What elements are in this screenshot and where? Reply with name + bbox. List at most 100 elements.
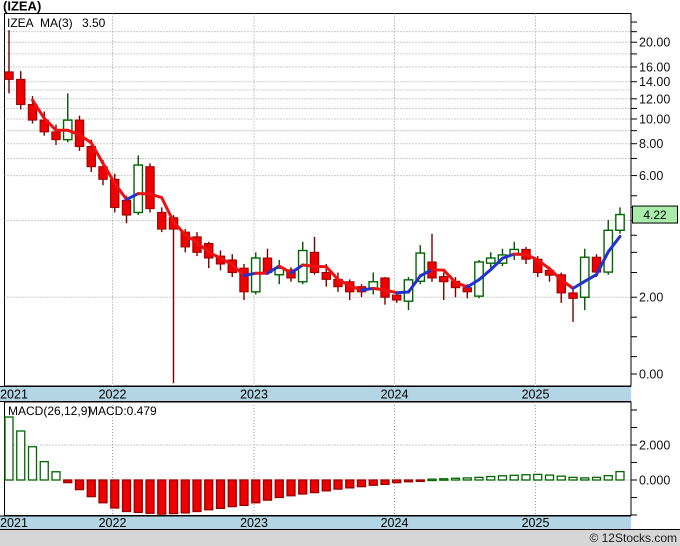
macd-bar bbox=[450, 477, 461, 481]
candle bbox=[615, 213, 625, 232]
candle bbox=[110, 178, 120, 208]
macd-bar bbox=[321, 479, 331, 492]
ma-segment bbox=[371, 286, 387, 292]
candle bbox=[51, 131, 61, 141]
ma-segment bbox=[277, 264, 293, 275]
year-labels-lower: 2021 2022 2023 2024 2025 bbox=[0, 516, 549, 530]
year-label: 2023 bbox=[240, 516, 268, 530]
page-title: (IZEA) bbox=[3, 0, 41, 14]
macd-bar bbox=[356, 479, 367, 488]
macd-bar bbox=[474, 476, 484, 481]
macd-bar bbox=[486, 475, 496, 481]
macd-param-label: MACD(26,12,9) bbox=[8, 404, 91, 418]
macd-bar bbox=[415, 479, 425, 483]
macd-bar bbox=[286, 479, 296, 497]
candle bbox=[239, 267, 249, 293]
macd-bar bbox=[462, 477, 472, 481]
ma-segment bbox=[336, 277, 352, 288]
ma-segment bbox=[383, 288, 399, 295]
last-price-badge-bg bbox=[632, 205, 678, 224]
ma-segment bbox=[42, 116, 58, 132]
ma-segment bbox=[559, 278, 575, 290]
moving-average-line bbox=[31, 98, 622, 295]
macd-bar bbox=[556, 475, 566, 481]
macd-bar bbox=[192, 479, 202, 513]
macd-bar bbox=[568, 476, 578, 481]
legend-ma-label: MA(3) bbox=[40, 16, 73, 30]
price-axis-label: 20.00 bbox=[639, 36, 670, 50]
year-band-lower-bg bbox=[0, 516, 631, 530]
ma-segment bbox=[348, 284, 363, 292]
macd-legend: MACD(26,12,9) MACD:0.479 bbox=[8, 404, 157, 418]
macd-bar bbox=[380, 479, 390, 486]
macd-bar bbox=[309, 479, 320, 494]
year-band-lower: 2021 2022 2023 2024 2025 bbox=[0, 515, 680, 530]
macd-bar bbox=[392, 479, 402, 484]
macd-value-label: MACD:0.479 bbox=[88, 404, 157, 418]
macd-bar bbox=[145, 479, 155, 514]
price-axis-label: 0.00 bbox=[639, 368, 663, 382]
candle bbox=[16, 78, 26, 105]
last-price-badge: 4.22 bbox=[632, 205, 678, 224]
ma-segment bbox=[125, 192, 140, 202]
macd-bar bbox=[227, 479, 237, 508]
macd-bar bbox=[533, 473, 543, 481]
macd-bar bbox=[439, 478, 449, 481]
macd-bar bbox=[497, 475, 508, 481]
candle bbox=[86, 146, 96, 168]
copyright-link[interactable]: © 12Stocks.com bbox=[589, 531, 677, 545]
macd-bar bbox=[180, 479, 190, 514]
macd-bar bbox=[51, 471, 61, 481]
candle bbox=[321, 272, 331, 280]
ma-segment bbox=[571, 279, 587, 290]
year-label: 2024 bbox=[381, 516, 409, 530]
macd-bar bbox=[427, 478, 437, 482]
year-label: 2022 bbox=[99, 516, 127, 530]
candle bbox=[568, 292, 578, 299]
price-axis-label: 14.00 bbox=[639, 75, 670, 89]
ma-segment bbox=[430, 268, 446, 272]
candle bbox=[579, 256, 590, 298]
ma-segment bbox=[301, 263, 316, 268]
ma-segment bbox=[395, 290, 410, 295]
macd-axis-label: 0.000 bbox=[639, 474, 670, 488]
ma-segment bbox=[524, 252, 540, 262]
ma-segment bbox=[160, 196, 175, 224]
ma-segment bbox=[289, 263, 305, 275]
ma-segment bbox=[465, 278, 481, 289]
candle bbox=[380, 277, 390, 298]
ma-segment bbox=[606, 234, 622, 254]
ma-segment bbox=[536, 258, 551, 271]
macd-bar bbox=[157, 479, 167, 515]
macd-axis: 2.000 0.000 bbox=[631, 409, 670, 516]
ma-segment bbox=[219, 256, 234, 267]
macd-bar bbox=[98, 479, 108, 504]
macd-bar bbox=[86, 479, 96, 498]
candle bbox=[485, 257, 496, 264]
candle bbox=[133, 164, 144, 214]
macd-bar bbox=[262, 479, 273, 501]
ma-segment bbox=[113, 181, 128, 202]
price-plot-border bbox=[4, 13, 632, 387]
macd-bar bbox=[580, 477, 590, 481]
macd-bar bbox=[521, 474, 531, 481]
year-label: 2025 bbox=[522, 516, 550, 530]
candle bbox=[439, 276, 449, 283]
last-price-badge-text: 4.22 bbox=[643, 208, 667, 222]
year-label: 2021 bbox=[0, 388, 28, 402]
candle bbox=[274, 267, 285, 276]
macd-bar bbox=[121, 479, 132, 513]
candle bbox=[392, 294, 402, 301]
footer: © 12Stocks.com bbox=[0, 530, 680, 546]
macd-bar bbox=[274, 479, 284, 499]
macd-histogram bbox=[4, 416, 625, 515]
ma-segment bbox=[595, 250, 610, 277]
macd-bar bbox=[509, 474, 519, 481]
price-axis-label: 12.00 bbox=[639, 92, 670, 106]
ma-segment bbox=[66, 128, 81, 137]
ma-segment bbox=[477, 268, 493, 282]
candle bbox=[145, 166, 155, 210]
year-label: 2024 bbox=[381, 388, 409, 402]
